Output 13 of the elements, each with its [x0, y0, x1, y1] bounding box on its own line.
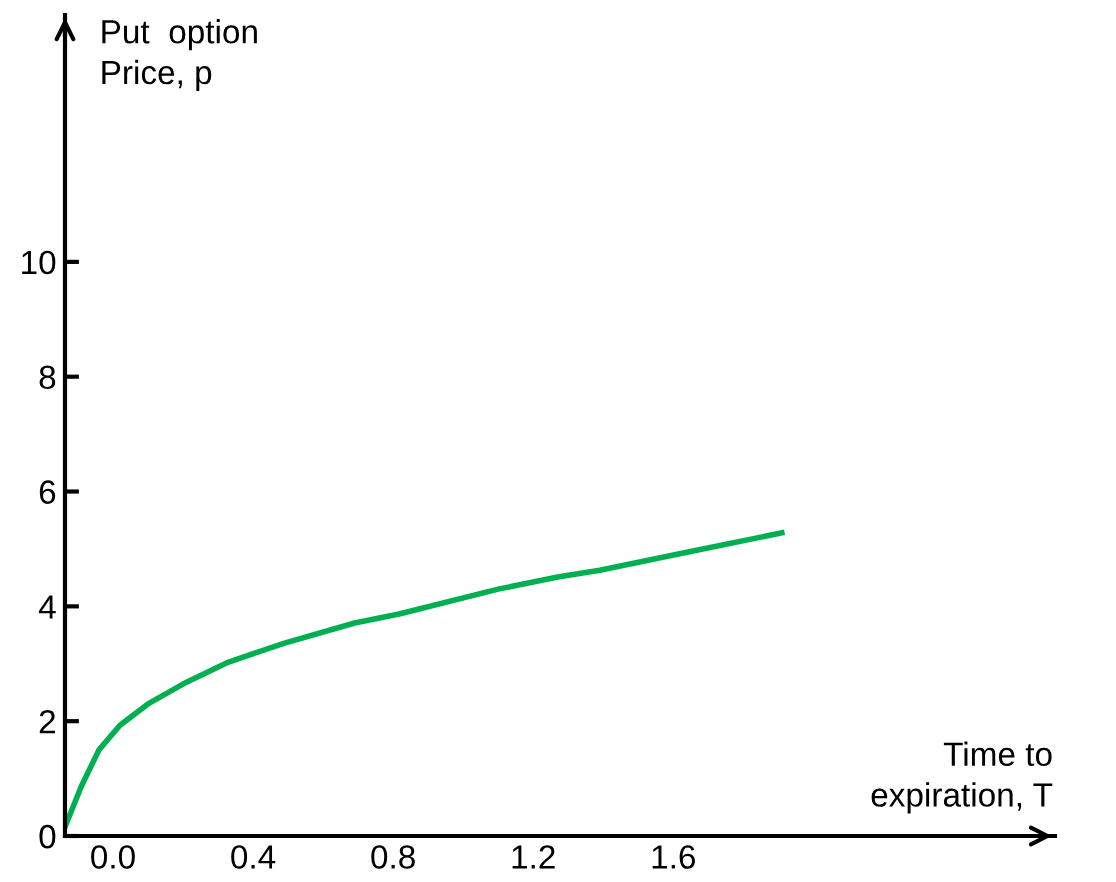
x-tick-label: 0.0 [91, 845, 135, 869]
x-tick-label: 0.4 [231, 845, 276, 869]
x-axis-title: Time to expiration, T [871, 741, 1053, 814]
y-tick-label: 10 [22, 250, 56, 275]
x-tick-label: 1.6 [652, 845, 695, 869]
y-tick-label: 2 [39, 709, 55, 734]
y-tick-label: 4 [38, 595, 56, 619]
x-tick-label: 1.2 [512, 845, 555, 869]
y-tick-label: 0 [39, 824, 56, 849]
y-axis-title: Put option Price, p [102, 19, 257, 91]
y-tick-label: 8 [39, 365, 56, 390]
y-tick-label: 6 [39, 480, 56, 504]
x-tick-label: 0.8 [371, 845, 415, 869]
